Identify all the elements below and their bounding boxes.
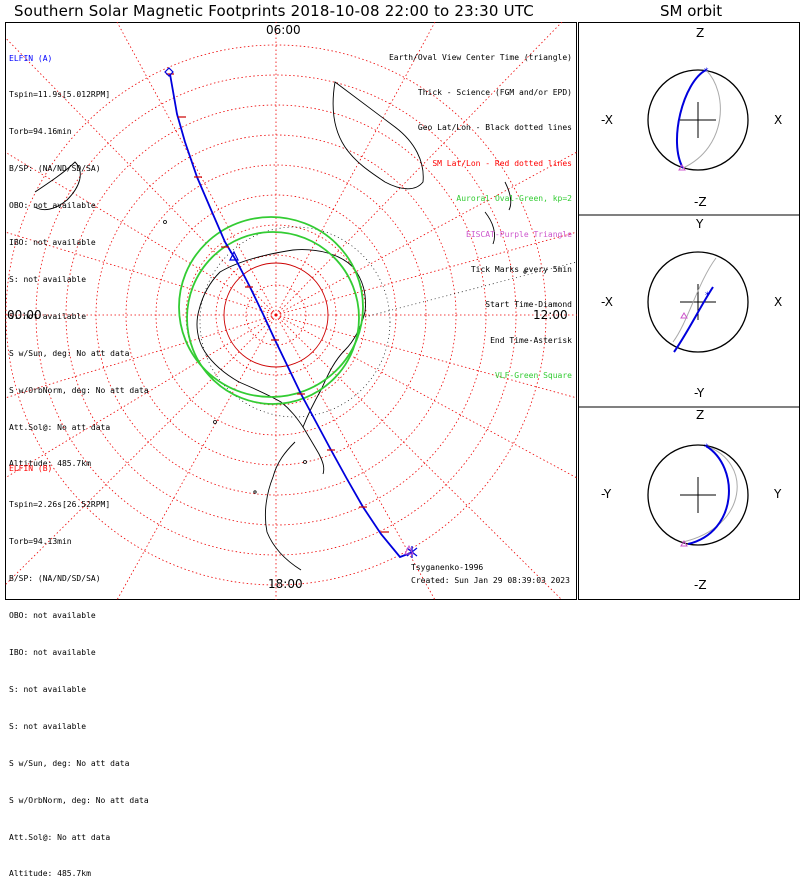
map-label-right: 12:00 [533, 308, 568, 322]
elfin-b-line: OBO: not available [9, 611, 96, 621]
africa-coast [34, 161, 81, 211]
eiscat-triangle [404, 544, 414, 555]
elfin-a-line: OBO: not available [9, 201, 96, 211]
orbit3-left-label: -Y [601, 487, 612, 501]
elfin-b-line: Att.Sol@: No att data [9, 832, 111, 842]
orbit2-left-label: -X [601, 295, 613, 309]
elfin-b-line: B/SP: (NA/ND/SD/SA) [9, 574, 101, 584]
orbit-title: SM orbit [660, 2, 723, 20]
elfin-a-line: Altitude: 485.7km [9, 459, 91, 469]
auroral-oval [178, 216, 364, 405]
orbit2-top-label: Y [696, 217, 704, 231]
elfin-b-line: Tspin=2.26s[26.52RPM] [9, 500, 111, 510]
start-diamond [164, 67, 174, 77]
orbit1-right-label: X [774, 113, 783, 127]
antarctic-peninsula [302, 426, 325, 475]
orbit1-bottom-label: -Z [694, 195, 707, 209]
legend-item: Thick - Science (FGM and/or EPD) [417, 87, 572, 97]
elfin-a-header: ELFIN (A) [9, 53, 53, 63]
elfin-a-info: ELFIN (A) Tspin=11.9s[5.012RPM] Torb=94.… [9, 28, 149, 483]
elfin-b-line: S w/Sun, deg: No att data [9, 758, 130, 768]
model-label: Tsyganenko-1996 [411, 563, 484, 572]
orbit3-right-label: Y [774, 487, 782, 501]
svg-text:*: * [704, 67, 709, 77]
legend-item: EISCAT-Purple Triangle [466, 229, 572, 239]
legend-item: Tick Marks every 5min [470, 264, 572, 274]
elfin-b-line: S: not available [9, 721, 87, 731]
legend-item: SM Lat/Lon - Red dotted lines [432, 158, 572, 168]
footprint-map [5, 22, 577, 600]
elfin-b-line: IBO: not available [9, 648, 96, 658]
elfin-a-line: S w/Sun, deg: No att data [9, 348, 130, 358]
orbit-panel-xz: * [647, 67, 749, 171]
orbit1-left-label: -X [601, 113, 613, 127]
legend-item: VLF-Green Square [494, 371, 572, 381]
islands [163, 220, 527, 494]
orbit3-top-label: Z [696, 408, 705, 422]
elfin-a-line: Tspin=11.9s[5.012RPM] [9, 90, 111, 100]
orbit3-bottom-label: -Z [694, 578, 707, 592]
orbit2-bottom-label: -Y [694, 386, 705, 400]
elfin-a-line: S: not available [9, 274, 87, 284]
orbit2-right-label: X [774, 295, 783, 309]
elfin-a-line: Att.Sol@: No att data [9, 422, 111, 432]
sm-lon-lines [5, 22, 577, 600]
elfin-b-line: S: not available [9, 684, 87, 694]
map-label-top: 06:00 [266, 23, 301, 37]
elfin-b-line: Torb=94.13min [9, 537, 72, 547]
south-america-coast [264, 441, 302, 571]
orbit1-top-label: Z [696, 26, 705, 40]
elfin-b-line: S w/OrbNorm, deg: No att data [9, 795, 149, 805]
orbit-panels: * * * [578, 22, 800, 600]
elfin-b-info: ELFIN (B) Tspin=2.26s[26.52RPM] Torb=94.… [9, 438, 149, 893]
elfin-a-line: S: not available [9, 311, 87, 321]
geo-lat-lon-lines [199, 226, 577, 418]
svg-text:*: * [704, 443, 709, 453]
legend-item: Earth/Oval View Center Time (triangle) [388, 52, 572, 62]
legend-item: End Time-Asterisk [490, 335, 572, 345]
elfin-a-line: S w/OrbNorm, deg: No att data [9, 385, 149, 395]
orbit-panel-yz: * [647, 443, 749, 547]
svg-text:*: * [705, 291, 710, 301]
map-legend: Earth/Oval View Center Time (triangle) T… [389, 28, 572, 394]
elfin-b-line: Altitude: 485.7km [9, 869, 91, 879]
created-label: Created: Sun Jan 29 08:39:03 2023 [411, 576, 570, 585]
australia-coast [332, 81, 424, 190]
page-title: Southern Solar Magnetic Footprints 2018-… [14, 2, 534, 20]
orbit-panel-xy: * [647, 251, 749, 353]
elfin-a-line: IBO: not available [9, 238, 96, 248]
map-label-bottom: 18:00 [268, 577, 303, 591]
map-label-left: 00:00 [7, 308, 42, 322]
legend-item: Start Time-Diamond [485, 300, 572, 310]
elfin-a-line: Torb=94.16min [9, 127, 72, 137]
legend-item: Auroral Oval-Green, kp=2 [456, 194, 572, 204]
legend-item: Geo Lat/Lon - Black dotted lines [417, 123, 572, 133]
view-center-triangle [229, 250, 239, 261]
elfin-a-line: B/SP: (NA/ND/SD/SA) [9, 164, 101, 174]
antarctica-coastline [196, 249, 366, 428]
new-zealand-coast [484, 181, 512, 245]
elfin-b-header: ELFIN (B) [9, 463, 53, 473]
